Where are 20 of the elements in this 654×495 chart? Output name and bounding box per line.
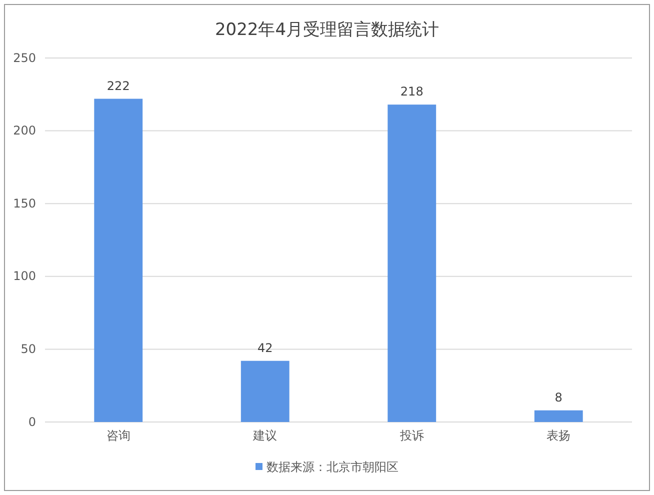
y-tick-label: 200 bbox=[13, 124, 36, 138]
x-tick-label: 投诉 bbox=[398, 428, 424, 443]
x-tick-label: 表扬 bbox=[546, 428, 571, 443]
data-label: 218 bbox=[400, 84, 424, 99]
data-label: 42 bbox=[257, 340, 273, 355]
y-tick-label: 100 bbox=[13, 269, 36, 284]
bar bbox=[240, 360, 290, 422]
bar bbox=[534, 410, 583, 422]
y-tick-label: 150 bbox=[13, 196, 36, 210]
legend-label: 数据来源：北京市朝阳区 bbox=[266, 460, 398, 474]
y-tick-label: 0 bbox=[28, 414, 36, 429]
data-label: 222 bbox=[106, 78, 130, 93]
x-tick-label: 咨询 bbox=[106, 428, 130, 443]
bar bbox=[94, 98, 143, 422]
bar bbox=[388, 104, 436, 422]
chart-title: 2022年4月受理留言数据统计 bbox=[214, 20, 440, 40]
data-label: 8 bbox=[554, 390, 562, 404]
x-tick-label: 建议 bbox=[252, 428, 278, 443]
y-tick-label: 50 bbox=[20, 342, 36, 356]
y-tick-label: 250 bbox=[13, 50, 36, 65]
